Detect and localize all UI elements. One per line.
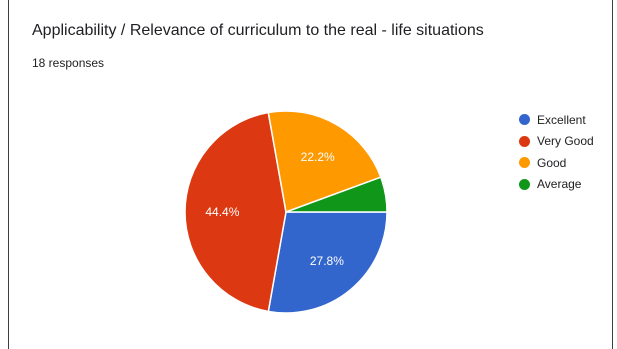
pie-chart: 27.8% 44.4% 22.2%: [184, 110, 388, 314]
legend-swatch: [519, 157, 530, 169]
slice-label-good: 22.2%: [301, 150, 335, 164]
legend-swatch: [519, 114, 530, 126]
legend-item-average[interactable]: Average: [519, 174, 594, 196]
slice-label-very-good: 44.4%: [205, 205, 239, 219]
legend-item-excellent[interactable]: Excellent: [519, 109, 594, 131]
legend-swatch: [519, 178, 530, 190]
pie-slice-excellent[interactable]: [267, 211, 388, 314]
legend-swatch: [519, 135, 530, 147]
legend-item-very-good[interactable]: Very Good: [519, 131, 594, 153]
legend-label: Very Good: [537, 134, 594, 149]
legend-label: Excellent: [537, 112, 586, 127]
chart-title: Applicability / Relevance of curriculum …: [32, 22, 484, 39]
response-count: 18 responses: [32, 56, 105, 70]
chart-legend: Excellent Very Good Good Average: [519, 109, 594, 195]
chart-card: Applicability / Relevance of curriculum …: [8, 0, 613, 349]
pie-slice-average[interactable]: [285, 176, 388, 213]
legend-label: Average: [537, 177, 582, 192]
legend-label: Good: [537, 155, 567, 170]
legend-item-good[interactable]: Good: [519, 152, 594, 174]
pie-slice-very-good[interactable]: [184, 111, 287, 313]
slice-label-excellent: 27.8%: [310, 254, 344, 268]
